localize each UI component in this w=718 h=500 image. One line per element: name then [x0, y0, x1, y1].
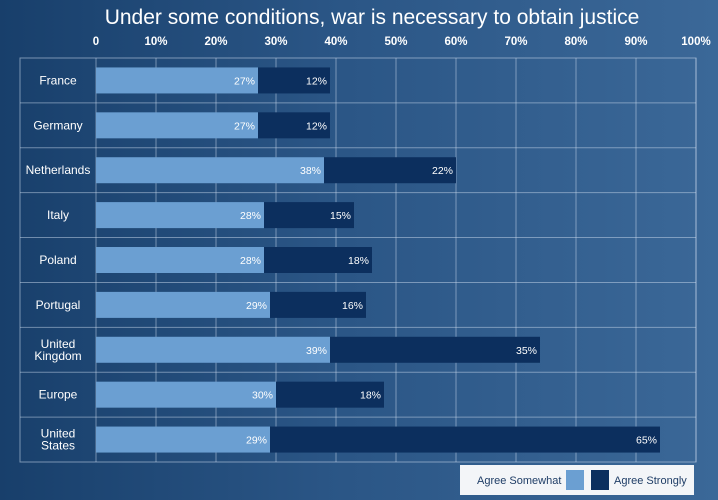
bar-value-label: 28% — [240, 255, 261, 267]
category-label: United — [41, 427, 76, 441]
bar-segment — [96, 202, 264, 229]
x-tick-label: 50% — [384, 36, 407, 48]
chart-title: Under some conditions, war is necessary … — [105, 6, 640, 29]
x-tick-label: 10% — [144, 36, 167, 48]
x-tick-label: 60% — [444, 36, 467, 48]
bar-value-label: 35% — [516, 345, 537, 357]
bar-segment — [96, 67, 258, 94]
category-label: Poland — [39, 253, 76, 267]
category-label: States — [41, 439, 75, 453]
category-label: Italy — [47, 208, 69, 222]
bar-segment — [96, 247, 264, 273]
category-label: Netherlands — [26, 163, 91, 177]
bar-value-label: 15% — [330, 210, 351, 222]
x-tick-label: 90% — [624, 36, 647, 48]
category-label: United — [41, 337, 76, 351]
bar-value-label: 18% — [348, 255, 369, 267]
bar-value-label: 30% — [252, 390, 273, 402]
bar-segment — [276, 381, 384, 408]
bar-segment — [96, 112, 258, 139]
bar-value-label: 12% — [306, 120, 327, 132]
legend: Agree Somewhat Agree Strongly — [460, 465, 694, 495]
x-tick-label: 100% — [681, 36, 710, 48]
x-tick-label: 30% — [264, 36, 287, 48]
x-tick-label: 70% — [504, 36, 527, 48]
category-label: Germany — [33, 118, 82, 132]
bar-segment — [96, 291, 270, 318]
bar-segment — [258, 67, 330, 94]
bar-segment — [324, 157, 456, 184]
bar-segment — [264, 247, 372, 273]
bar-value-label: 27% — [234, 75, 255, 87]
bar-value-label: 18% — [360, 390, 381, 402]
x-tick-label: 80% — [564, 36, 587, 48]
bar-segment — [270, 426, 660, 453]
bar-segment — [330, 336, 540, 363]
bar-segment — [264, 202, 354, 229]
category-label: Europe — [39, 388, 78, 402]
bar-value-label: 27% — [234, 120, 255, 132]
x-tick-label: 40% — [324, 36, 347, 48]
legend-label: Agree Strongly — [614, 475, 687, 487]
x-axis-tick-labels: 0 10% 20% 30% 40% 50% 60% 70% 80% 90% 100% — [93, 36, 711, 48]
bar-value-label: 29% — [246, 300, 267, 312]
category-label: Portugal — [36, 298, 81, 312]
bar-value-label: 39% — [306, 345, 327, 357]
bar-value-label: 38% — [300, 165, 321, 177]
category-label: Kingdom — [34, 349, 81, 363]
x-tick-label: 0 — [93, 36, 99, 48]
legend-swatch — [591, 470, 609, 490]
category-labels: France Germany Netherlands Italy Poland Portu… — [26, 73, 91, 452]
bar-value-label: 29% — [246, 435, 267, 447]
bar-segment — [96, 426, 270, 453]
bars: 27% 12% 27% 12% 38% 22% 28% 15% 28% 18% 29% 16% 39% 3… — [96, 67, 660, 453]
bar-segment — [96, 381, 276, 408]
bar-segment — [96, 157, 324, 184]
bar-value-label: 16% — [342, 300, 363, 312]
bar-segment — [96, 336, 330, 363]
bar-segment — [258, 112, 330, 139]
category-label: France — [39, 73, 77, 87]
bar-value-label: 12% — [306, 75, 327, 87]
bar-value-label: 28% — [240, 210, 261, 222]
bar-value-label: 22% — [432, 165, 453, 177]
bar-segment — [270, 291, 366, 318]
x-tick-label: 20% — [204, 36, 227, 48]
legend-swatch — [566, 470, 584, 490]
bar-value-label: 65% — [636, 435, 657, 447]
legend-label: Agree Somewhat — [477, 475, 561, 487]
